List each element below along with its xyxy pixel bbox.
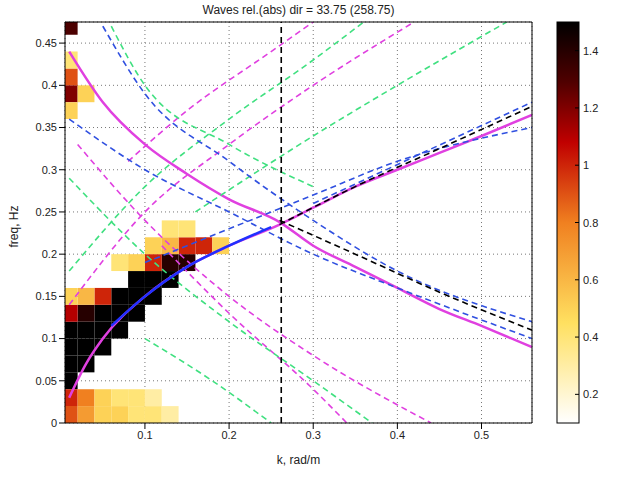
- svg-text:0.4: 0.4: [390, 429, 405, 441]
- svg-text:0.1: 0.1: [137, 429, 152, 441]
- svg-text:0.2: 0.2: [583, 388, 598, 400]
- svg-text:1: 1: [583, 159, 589, 171]
- svg-text:0.4: 0.4: [583, 331, 598, 343]
- svg-text:0.45: 0.45: [36, 37, 57, 49]
- svg-text:0.35: 0.35: [36, 121, 57, 133]
- svg-text:0.25: 0.25: [36, 206, 57, 218]
- svg-text:freq, Hz: freq, Hz: [7, 205, 21, 247]
- svg-text:0.4: 0.4: [42, 79, 57, 91]
- svg-text:0.5: 0.5: [474, 429, 489, 441]
- html-text:Waves rel.(abs) dir = 33.75 (2: Waves rel.(abs) dir = 33.75 (258.75): [202, 3, 395, 17]
- svg-text:0.15: 0.15: [36, 290, 57, 302]
- svg-text:0.05: 0.05: [36, 375, 57, 387]
- svg-text:0.2: 0.2: [42, 248, 57, 260]
- svg-text:1.2: 1.2: [583, 102, 598, 114]
- svg-text:0.1: 0.1: [42, 332, 57, 344]
- svg-text:0.8: 0.8: [583, 217, 598, 229]
- svg-text:0.2: 0.2: [221, 429, 236, 441]
- svg-text:0.3: 0.3: [42, 164, 57, 176]
- svg-text:1.4: 1.4: [583, 45, 598, 57]
- svg-text:0.3: 0.3: [306, 429, 321, 441]
- svg-text:0.6: 0.6: [583, 274, 598, 286]
- svg-text:0: 0: [51, 417, 57, 429]
- svg-text:k, rad/m: k, rad/m: [277, 453, 320, 467]
